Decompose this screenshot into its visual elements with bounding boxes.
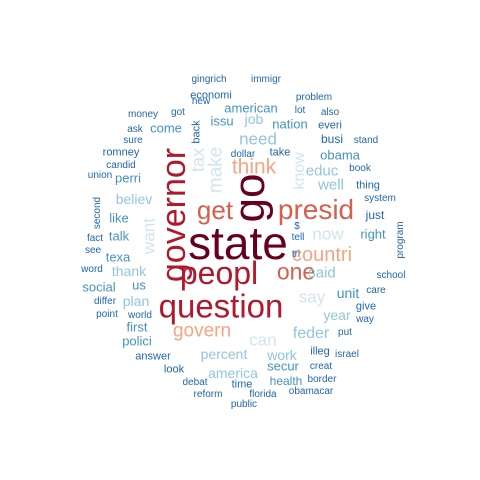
cloud-word: right	[360, 226, 386, 242]
cloud-word: differ	[93, 296, 117, 307]
cloud-word: now	[312, 224, 344, 244]
cloud-word: also	[320, 107, 340, 118]
cloud-word: reform	[193, 389, 223, 400]
cloud-word: thank	[111, 263, 147, 279]
cloud-word: like	[109, 210, 129, 226]
cloud-word: polici	[122, 333, 152, 349]
cloud-word: see	[84, 245, 102, 256]
cloud-word: talk	[108, 228, 130, 244]
cloud-word: obamacar	[288, 386, 334, 397]
cloud-word: look	[163, 363, 185, 376]
cloud-word: dollar	[230, 149, 256, 160]
cloud-word: perri	[114, 170, 142, 186]
cloud-word: say	[298, 287, 326, 307]
cloud-word: world	[128, 310, 152, 321]
cloud-word: sure	[123, 135, 143, 146]
cloud-word: program	[395, 221, 406, 259]
cloud-word: first	[126, 319, 148, 335]
cloud-word: presid	[277, 194, 355, 225]
cloud-word: book	[349, 163, 371, 174]
cloud-word: can	[249, 330, 277, 350]
cloud-word: candid	[106, 160, 136, 171]
cloud-word: secur	[267, 358, 299, 374]
cloud-word: florida	[249, 389, 277, 400]
cloud-word: second	[92, 196, 103, 230]
cloud-word: feder	[292, 325, 330, 342]
cloud-word: gingrich	[191, 74, 227, 85]
cloud-word: just	[365, 208, 385, 222]
cloud-word: fact	[86, 233, 104, 244]
cloud-word: stand	[353, 135, 379, 146]
cloud-word: obama	[320, 147, 360, 163]
cloud-word: texa	[105, 249, 131, 265]
cloud-word: money	[127, 109, 159, 120]
cloud-word: think	[231, 155, 277, 179]
cloud-word: govern	[172, 320, 232, 342]
cloud-word: social	[82, 279, 116, 295]
cloud-word: come	[150, 120, 182, 136]
cloud-word: border	[307, 374, 337, 385]
cloud-word: economi	[190, 89, 232, 102]
cloud-word: point	[96, 309, 118, 320]
cloud-word: romney	[102, 146, 140, 159]
cloud-word: believ	[115, 191, 153, 207]
cloud-word: $	[294, 221, 300, 232]
cloud-word: tell	[291, 232, 305, 243]
cloud-word: health	[269, 374, 303, 388]
cloud-word: lot	[294, 105, 306, 116]
cloud-word: plan	[122, 293, 150, 309]
cloud-word: creat	[309, 361, 333, 372]
cloud-word: get	[196, 195, 234, 225]
cloud-word: immigr	[251, 74, 281, 85]
cloud-word: back	[190, 120, 203, 144]
cloud-word: want	[139, 218, 159, 254]
cloud-word: problem	[295, 92, 333, 103]
cloud-word: care	[366, 285, 386, 296]
cloud-word: job	[244, 111, 264, 127]
cloud-word: word	[81, 264, 103, 275]
cloud-word: american	[224, 100, 278, 116]
cloud-word: work	[267, 347, 297, 363]
cloud-word: us	[132, 277, 146, 293]
cloud-word: time	[231, 378, 253, 391]
cloud-word: new	[191, 96, 211, 107]
cloud-word: thing	[356, 179, 380, 192]
cloud-word: percent	[200, 346, 248, 362]
cloud-word: year	[323, 307, 351, 323]
cloud-word: unit	[336, 285, 360, 301]
cloud-word: america	[208, 365, 258, 381]
cloud-word: illeg	[310, 345, 330, 358]
cloud-word: question	[158, 287, 284, 325]
cloud-word: take	[269, 146, 291, 159]
cloud-word: give	[355, 300, 377, 313]
cloud-word: countri	[291, 244, 353, 266]
cloud-word: union	[87, 170, 113, 181]
cloud-word: peopl	[179, 255, 259, 291]
cloud-word: well	[318, 176, 344, 194]
cloud-word: nation	[272, 116, 308, 132]
cloud-word: make	[205, 146, 227, 194]
cloud-word: public	[230, 399, 258, 410]
cloud-word: go	[225, 173, 274, 223]
cloud-word: tri	[291, 249, 301, 260]
cloud-word: system	[364, 193, 396, 204]
cloud-word: need	[239, 129, 277, 149]
cloud-word: issu	[210, 113, 234, 129]
cloud-word: busi	[320, 132, 344, 146]
cloud-word: israel	[335, 349, 359, 360]
cloud-word: answer	[135, 350, 171, 363]
cloud-word: said	[308, 264, 336, 282]
cloud-word: school	[376, 270, 406, 281]
cloud-word: one	[276, 258, 316, 285]
cloud-word: tax	[188, 147, 208, 173]
cloud-word: everi	[318, 119, 342, 132]
cloud-word: educ	[305, 162, 339, 180]
cloud-word: state	[188, 217, 288, 269]
cloud-word: put	[338, 327, 352, 338]
cloud-word: got	[171, 107, 185, 118]
cloud-word: way	[356, 314, 374, 325]
cloud-word: debat	[182, 377, 208, 388]
cloud-word: ask	[127, 124, 143, 135]
